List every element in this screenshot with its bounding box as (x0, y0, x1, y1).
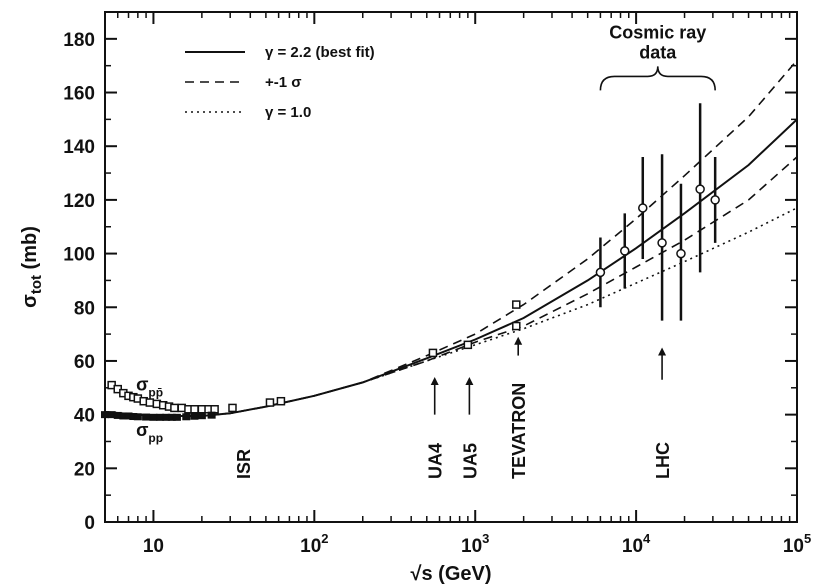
annotation-arrow-head (465, 377, 474, 386)
axis-ticks: 0 20 40 60 80 100 120 140 160 180 10 102 103 104 105 (63, 12, 811, 557)
fit-curves (104, 59, 798, 417)
y-tick-label: 180 (63, 30, 95, 51)
ppbar-point (512, 321, 521, 331)
pp-point (197, 412, 206, 420)
pp-point (149, 413, 158, 421)
x-tick-label: 102 (300, 531, 328, 557)
legend-label: γ = 2.2 (best fit) (265, 44, 375, 61)
pp-point (133, 413, 142, 421)
annotation-ua4: UA4 (426, 443, 446, 479)
pp-point (207, 411, 216, 419)
cosmic-point (620, 246, 630, 256)
plot-frame (104, 11, 798, 523)
annotation-arrow-head (430, 377, 439, 386)
ppbar-point (463, 340, 473, 350)
pp-point (101, 411, 109, 419)
y-tick-label: 100 (63, 245, 95, 266)
cosmic-point (676, 248, 686, 259)
plot-border (104, 11, 798, 523)
y-tick-label: 60 (74, 352, 95, 373)
cosmic-data-label: data (639, 42, 677, 62)
y-tick-label: 40 (74, 406, 95, 427)
annotation-arrow-head (514, 336, 523, 345)
legend: γ = 2.2 (best fit) +-1 σ γ = 1.0 (185, 44, 375, 121)
y-tick-label: 160 (63, 84, 95, 105)
cosmic-bracket (599, 66, 716, 91)
ppbar-point (276, 396, 286, 406)
annotation-arrow-head (658, 347, 667, 356)
x-tick-label: 10 (143, 536, 164, 557)
data-points (101, 103, 720, 421)
x-axis-label: √s (GeV) (411, 563, 492, 585)
series-line-3 (104, 207, 798, 417)
cosmic-ray-label: Cosmic ray (609, 22, 706, 42)
x-tick-label: 105 (783, 531, 811, 557)
x-tick-label: 104 (622, 531, 651, 557)
ppbar-point (228, 403, 237, 413)
annotation-tevatron: TEVATRON (509, 383, 529, 479)
cosmic-point (638, 203, 648, 213)
ppbar-point (145, 398, 155, 407)
ppbar-point (512, 300, 521, 309)
ppbar-point (190, 405, 199, 414)
y-axis-label: σtot (mb) (19, 226, 45, 308)
series-line-0 (104, 118, 798, 417)
series-line-1 (104, 59, 798, 417)
y-tick-label: 140 (63, 137, 95, 158)
sigma-pp-label: σpp (136, 420, 163, 445)
cosmic-point (595, 267, 606, 278)
cosmic-point (657, 238, 667, 248)
legend-label: +-1 σ (265, 74, 302, 91)
pp-point (190, 412, 199, 420)
ppbar-point (428, 348, 438, 358)
y-tick-label: 80 (74, 298, 95, 319)
annotation-lhc: LHC (653, 442, 673, 479)
ppbar-point (170, 403, 179, 413)
y-tick-label: 0 (84, 513, 95, 534)
x-tick-label: 103 (461, 531, 489, 557)
annotation-isr: ISR (234, 449, 254, 479)
annotation-ua5: UA5 (460, 443, 480, 479)
cosmic-point (710, 195, 720, 205)
ppbar-point (265, 398, 275, 407)
y-tick-label: 20 (74, 459, 95, 480)
y-tick-label: 120 (63, 191, 95, 212)
cosmic-point (695, 184, 705, 194)
series-line-2 (104, 156, 798, 417)
pp-point (182, 413, 191, 421)
pp-point (172, 413, 181, 421)
legend-label: γ = 1.0 (265, 104, 311, 121)
